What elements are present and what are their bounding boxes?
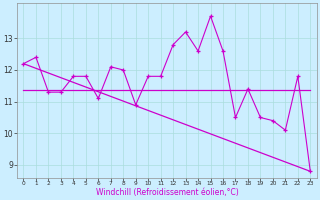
X-axis label: Windchill (Refroidissement éolien,°C): Windchill (Refroidissement éolien,°C) (96, 188, 238, 197)
